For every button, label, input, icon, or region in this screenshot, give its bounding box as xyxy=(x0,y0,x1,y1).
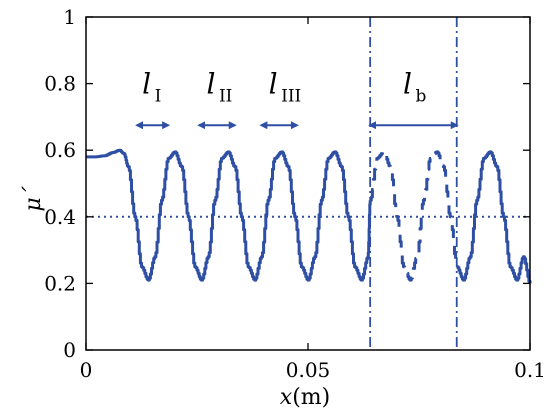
y-tick-label: 0.6 xyxy=(44,138,76,162)
span-label-subscript-1: I xyxy=(155,87,162,107)
x-tick-label: 0 xyxy=(80,358,93,382)
x-axis-unit: (m) xyxy=(292,385,330,410)
x-axis-variable: x xyxy=(280,385,293,410)
y-tick-label: 0.2 xyxy=(44,271,76,295)
series-line-2 xyxy=(369,150,459,282)
y-tick-label: 0.8 xyxy=(44,72,76,96)
series-line-3 xyxy=(456,150,532,284)
y-tick-label: 0 xyxy=(63,338,76,362)
span-label-2: l xyxy=(206,68,215,101)
y-tick-label: 1 xyxy=(63,5,76,29)
ticks-layer: 0 0.05 0.1 0 0.2 0.4 0.6 0.8 1 xyxy=(44,5,546,382)
span-label-subscript-4: b xyxy=(415,87,426,107)
data-layer xyxy=(86,17,532,350)
span-label-1: l xyxy=(142,68,151,101)
series-line-1 xyxy=(86,148,372,282)
x-axis-label: x(m) xyxy=(280,385,330,410)
span-label-subscript-3: III xyxy=(281,87,301,107)
plot-frame xyxy=(85,16,531,351)
span-label-3: l xyxy=(269,68,278,101)
span-label-subscript-2: II xyxy=(219,87,232,107)
y-axis-label: μ´ xyxy=(21,185,46,211)
x-tick-label: 0.1 xyxy=(514,358,546,382)
span-label-4: l xyxy=(403,68,412,101)
y-tick-label: 0.4 xyxy=(44,205,76,229)
x-tick-label: 0.05 xyxy=(286,358,331,382)
